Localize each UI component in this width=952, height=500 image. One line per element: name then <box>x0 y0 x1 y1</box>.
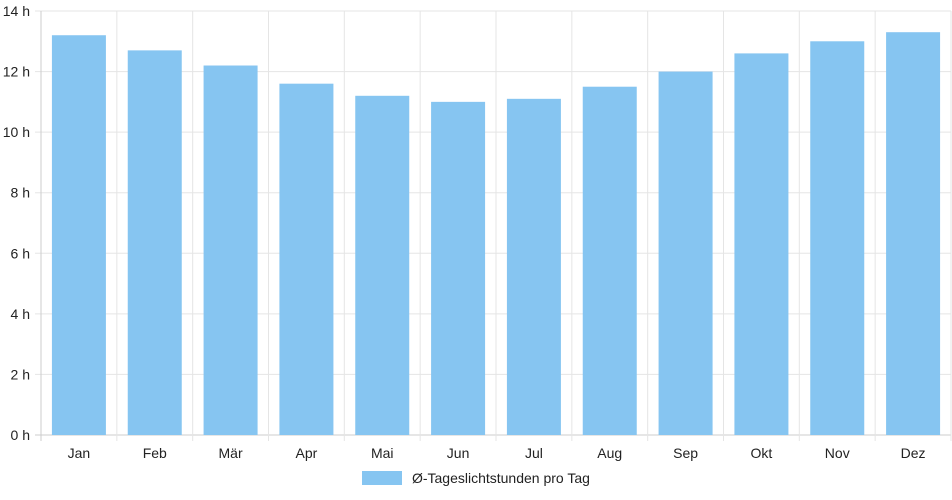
x-tick-label: Feb <box>143 445 167 461</box>
bar-apr[interactable] <box>279 83 334 435</box>
bars <box>51 32 941 436</box>
bar-sep[interactable] <box>658 71 713 436</box>
legend-swatch <box>362 471 403 485</box>
x-tick-label: Aug <box>597 445 622 461</box>
legend-label: Ø-Tageslichtstunden pro Tag <box>411 470 590 486</box>
y-tick-label: 10 h <box>3 124 30 140</box>
x-tick-label: Mär <box>219 445 243 461</box>
y-tick-label: 6 h <box>11 245 30 261</box>
legend[interactable]: Ø-Tageslichtstunden pro Tag <box>0 470 952 486</box>
bar-mai[interactable] <box>355 95 410 436</box>
x-tick-label: Sep <box>673 445 698 461</box>
bar-jun[interactable] <box>431 101 486 435</box>
y-tick-label: 8 h <box>11 185 30 201</box>
y-tick-label: 12 h <box>3 64 30 80</box>
bar-jul[interactable] <box>506 98 561 435</box>
x-tick-label: Jan <box>68 445 91 461</box>
x-tick-label: Nov <box>825 445 850 461</box>
bar-aug[interactable] <box>582 86 637 435</box>
x-tick-label: Jul <box>525 445 543 461</box>
y-axis-ticks: 0 h 2 h 4 h 6 h 8 h 10 h 12 h 14 h <box>3 3 30 443</box>
x-tick-label: Jun <box>447 445 470 461</box>
y-tick-label: 2 h <box>11 366 30 382</box>
x-tick-label: Dez <box>901 445 926 461</box>
bar-mär[interactable] <box>203 65 258 435</box>
bar-nov[interactable] <box>810 41 865 436</box>
x-tick-label: Apr <box>296 445 318 461</box>
y-tick-label: 4 h <box>11 306 30 322</box>
y-tick-label: 14 h <box>3 3 30 19</box>
x-axis-ticks: Jan Feb Mär Apr Mai Jun Jul Aug Sep Okt Nov Dez <box>68 445 926 461</box>
bar-okt[interactable] <box>734 53 789 436</box>
x-tick-label: Okt <box>751 445 773 461</box>
bar-jan[interactable] <box>51 35 106 435</box>
bar-dez[interactable] <box>886 32 941 435</box>
y-tick-label: 0 h <box>11 427 30 443</box>
bar-feb[interactable] <box>127 50 182 435</box>
grid-lines <box>35 10 952 441</box>
x-tick-label: Mai <box>371 445 394 461</box>
bar-chart: 0 h 2 h 4 h 6 h 8 h 10 h 12 h 14 h Jan Feb Mär Apr… <box>3 3 952 461</box>
